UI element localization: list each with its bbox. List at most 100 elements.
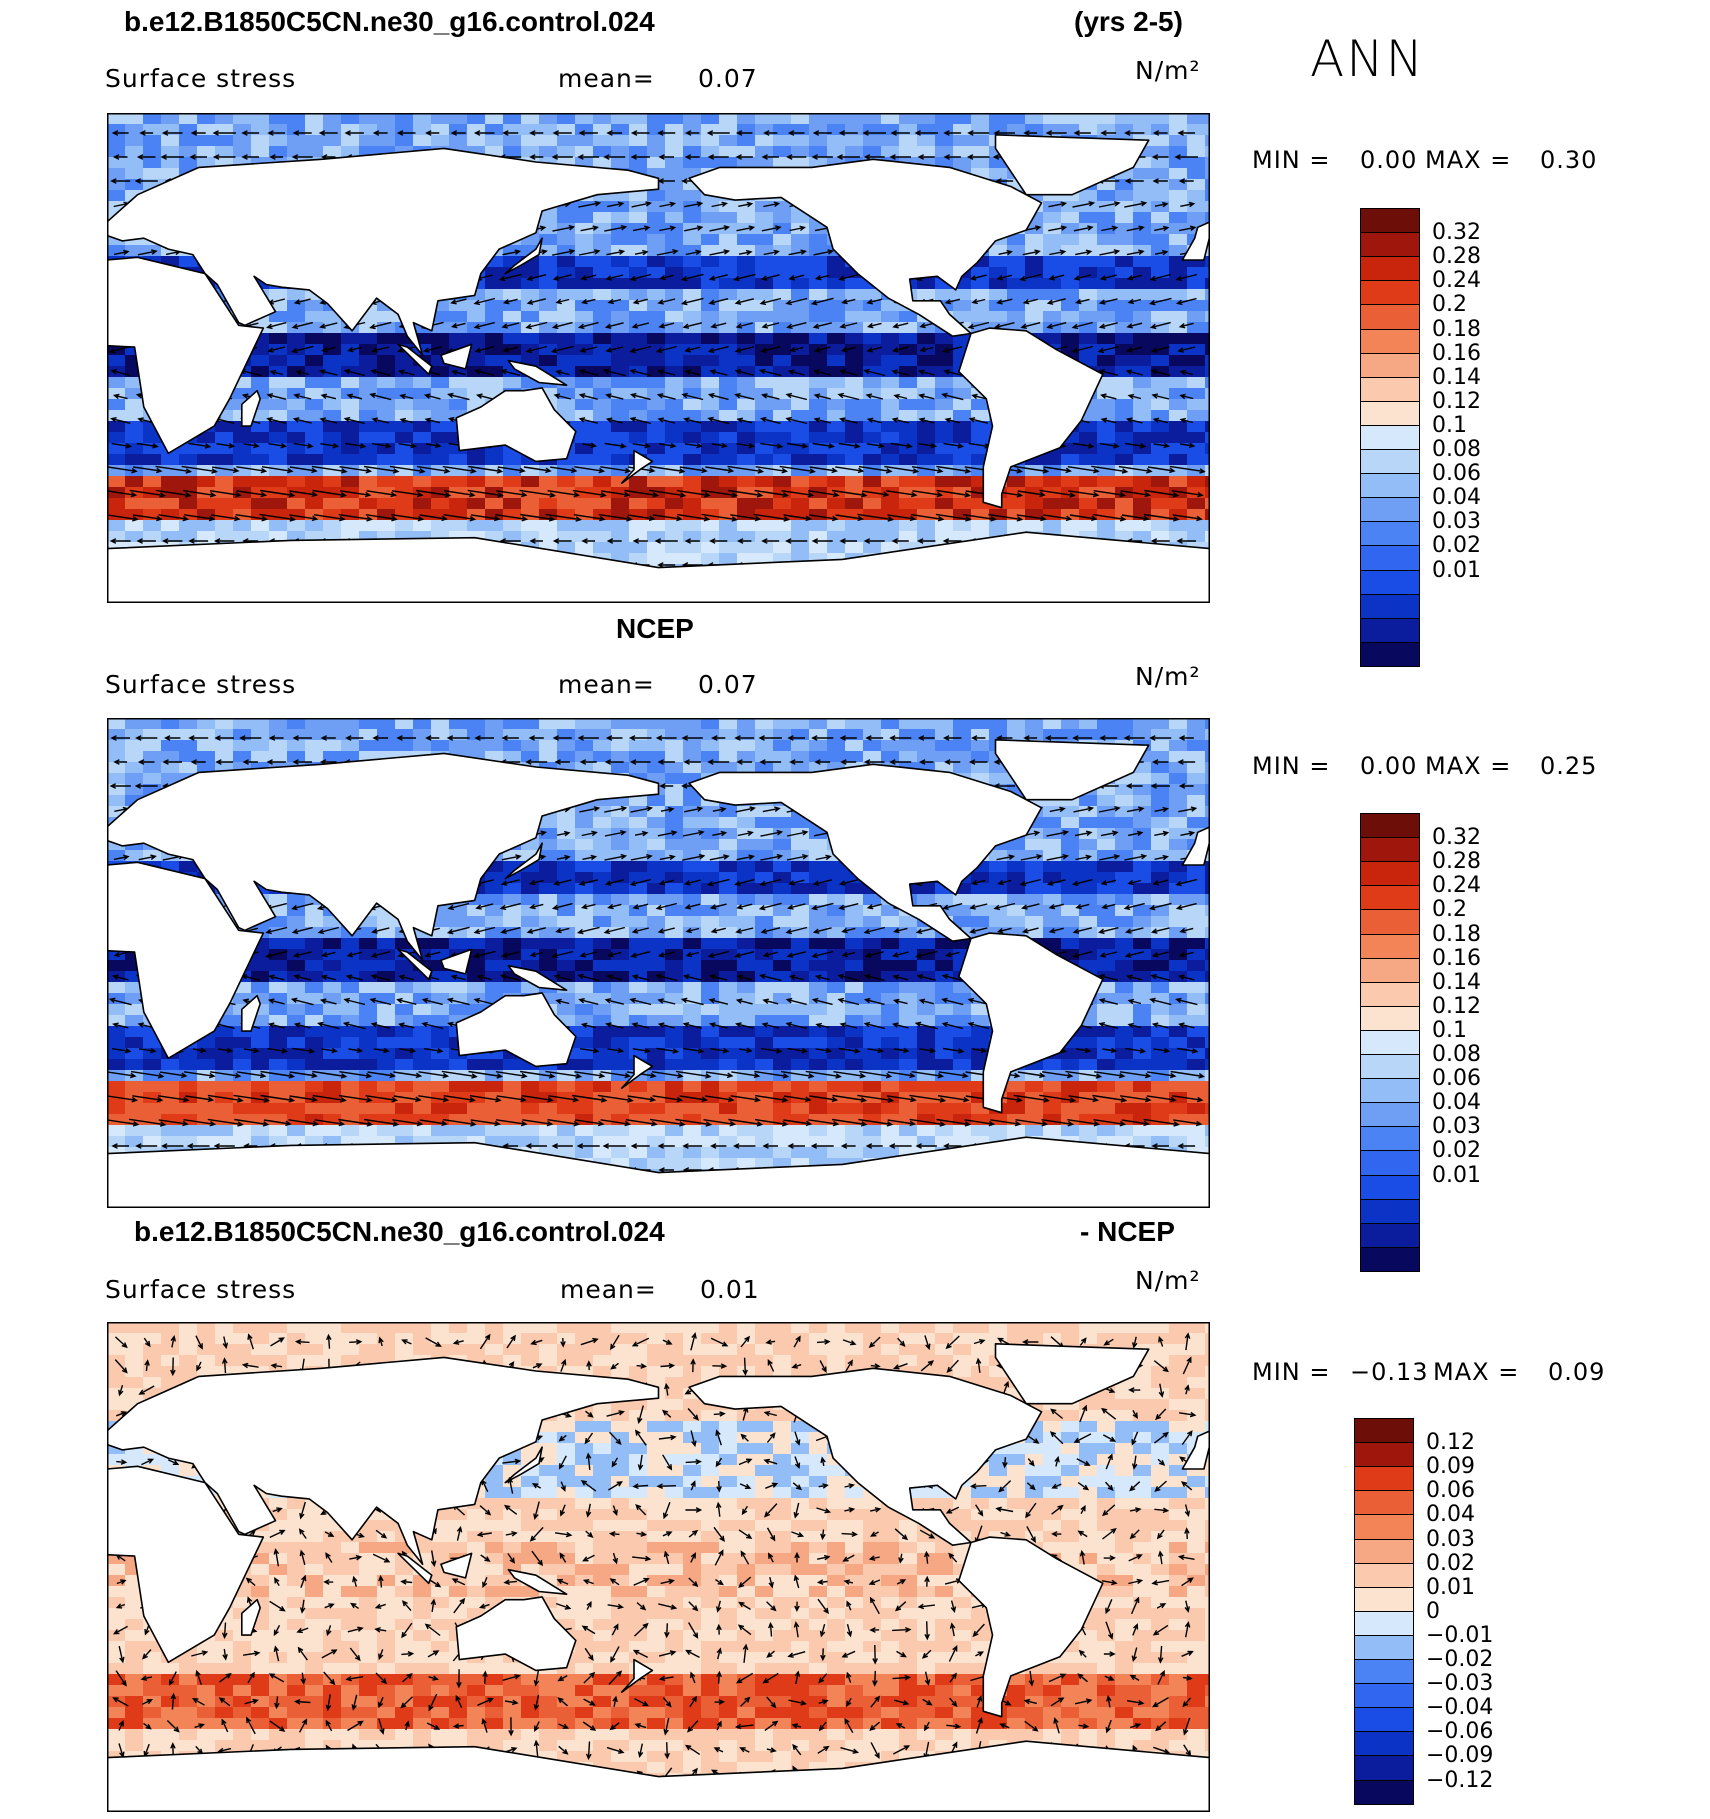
colorbar-swatch	[1360, 256, 1420, 282]
colorbar-label: 0.09	[1426, 1454, 1475, 1480]
colorbar-swatch	[1354, 1634, 1414, 1660]
colorbar-label: −0.03	[1426, 1671, 1494, 1697]
colorbar-swatch	[1360, 593, 1420, 619]
panel-1-continents	[107, 134, 1210, 603]
panel-2-max-label: MAX =	[1425, 752, 1512, 780]
colorbar-label: 0.04	[1432, 485, 1481, 511]
colorbar-swatch	[1360, 617, 1420, 643]
colorbar-label: 0.2	[1432, 897, 1467, 923]
colorbar-swatch	[1354, 1586, 1414, 1612]
panel-2-map	[107, 718, 1210, 1208]
colorbar-swatch	[1360, 424, 1420, 450]
colorbar-label: 0.08	[1432, 437, 1481, 462]
colorbar-swatch	[1354, 1779, 1414, 1805]
colorbar-label: 0.28	[1432, 244, 1481, 270]
colorbar-swatch	[1360, 473, 1420, 499]
panel-2-continents	[107, 739, 1210, 1208]
colorbar-label: 0.06	[1432, 1066, 1481, 1092]
panel-3-map-frame	[107, 1322, 1210, 1812]
colorbar-swatch	[1360, 1126, 1420, 1152]
colorbar-swatch	[1354, 1442, 1414, 1468]
panel-3-max-label: MAX =	[1433, 1358, 1520, 1386]
panel-3-continents	[107, 1343, 1210, 1812]
colorbar-swatch	[1360, 400, 1420, 426]
colorbar-label: 0.32	[1432, 825, 1481, 851]
colorbar-swatch	[1360, 545, 1420, 571]
colorbar-swatch	[1360, 837, 1420, 863]
panel-3-map	[107, 1322, 1210, 1812]
panel-1-min-value: 0.00	[1360, 146, 1418, 174]
panel-1-map	[107, 113, 1210, 603]
colorbar-label: −0.01	[1426, 1622, 1494, 1648]
colorbar-swatch	[1360, 280, 1420, 306]
colorbar-label: 0	[1426, 1598, 1440, 1624]
colorbar-swatch	[1360, 1054, 1420, 1080]
panel-2-mean-value: 0.07	[698, 670, 758, 699]
colorbar-label: −0.09	[1426, 1743, 1494, 1769]
colorbar-label: 0.03	[1432, 1114, 1481, 1140]
colorbar-swatch	[1360, 813, 1420, 839]
colorbar-label: −0.06	[1426, 1719, 1494, 1745]
panel-2-mean-label: mean=	[558, 670, 655, 699]
colorbar-label: 0.32	[1432, 220, 1481, 246]
panel-1-map-svg	[107, 113, 1210, 603]
colorbar-swatch	[1360, 376, 1420, 402]
colorbar-swatch	[1360, 352, 1420, 378]
colorbar-swatch	[1360, 497, 1420, 523]
colorbar-label: 0.04	[1432, 1090, 1481, 1116]
colorbar-label: 0.12	[1432, 993, 1481, 1019]
colorbar-swatch	[1360, 328, 1420, 354]
colorbar-label: −0.02	[1426, 1647, 1494, 1672]
colorbar-label: 0.02	[1426, 1550, 1475, 1576]
colorbar-swatch	[1354, 1683, 1414, 1709]
panel-2-min-value: 0.00	[1360, 752, 1418, 780]
colorbar-swatch	[1360, 957, 1420, 983]
colorbar-label: 0.02	[1432, 533, 1481, 559]
colorbar-label: 0.02	[1432, 1138, 1481, 1164]
colorbar-swatch	[1360, 1198, 1420, 1224]
panel-2-map-svg	[107, 718, 1210, 1208]
colorbar-swatch	[1360, 1029, 1420, 1055]
colorbar-swatch	[1354, 1490, 1414, 1516]
colorbar-label: 0.1	[1432, 1017, 1467, 1043]
colorbar-label: 0.16	[1432, 340, 1481, 366]
panel-1-mean-label: mean=	[558, 64, 655, 93]
panel-1-years: (yrs 2-5)	[1074, 6, 1183, 37]
colorbar-label: 0.04	[1426, 1502, 1475, 1528]
colorbar-label: 0.03	[1426, 1526, 1475, 1552]
colorbar-label: 0.01	[1432, 557, 1481, 583]
colorbar-label: 0.18	[1432, 921, 1481, 947]
colorbar-swatch	[1360, 641, 1420, 667]
colorbar-swatch	[1360, 861, 1420, 887]
colorbar-label: 0.12	[1432, 388, 1481, 414]
panel-1-case-title: b.e12.B1850C5CN.ne30_g16.control.024	[124, 6, 655, 37]
colorbar-label: 0.08	[1432, 1042, 1481, 1067]
colorbar-label: 0.28	[1432, 849, 1481, 875]
panel-3-mean-value: 0.01	[700, 1275, 760, 1304]
colorbar-swatch	[1354, 1466, 1414, 1492]
panel-3-units: N/m²	[1135, 1266, 1201, 1295]
colorbar-swatch	[1360, 909, 1420, 935]
panel-3-min-value: −0.13	[1350, 1358, 1429, 1386]
colorbar-swatch	[1360, 1222, 1420, 1248]
colorbar-swatch	[1360, 1246, 1420, 1272]
panel-1-map-frame	[107, 113, 1210, 603]
panel-2-max-value: 0.25	[1540, 752, 1598, 780]
colorbar-label: 0.03	[1432, 509, 1481, 535]
colorbar-swatch	[1354, 1538, 1414, 1564]
colorbar-label: −0.04	[1426, 1695, 1494, 1721]
colorbar-swatch	[1360, 885, 1420, 911]
colorbar-label: 0.14	[1432, 364, 1481, 390]
colorbar-swatch	[1354, 1514, 1414, 1540]
colorbar-label: 0.14	[1432, 969, 1481, 995]
colorbar-label: 0.01	[1432, 1162, 1481, 1188]
panel-3-max-value: 0.09	[1548, 1358, 1606, 1386]
panel-2-map-frame	[107, 718, 1210, 1208]
panel-2-variable: Surface stress	[105, 670, 297, 699]
panel-3-variable: Surface stress	[105, 1275, 297, 1304]
colorbar-label: 0.24	[1432, 873, 1481, 899]
colorbar-swatch	[1354, 1610, 1414, 1636]
colorbar-swatch	[1360, 569, 1420, 595]
colorbar-label: 0.1	[1432, 412, 1467, 438]
colorbar-swatch	[1360, 981, 1420, 1007]
